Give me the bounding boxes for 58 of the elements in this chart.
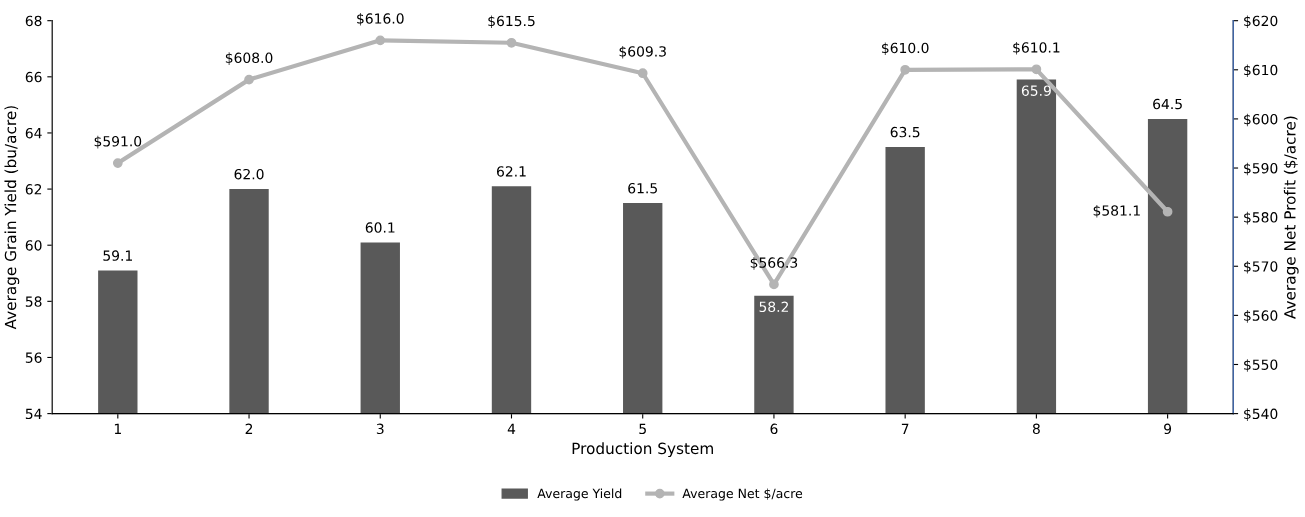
y2-tick-label: $570 — [1244, 260, 1278, 274]
y2-tick-label: $600 — [1244, 113, 1278, 127]
x-tick-label: 4 — [507, 423, 516, 434]
x-tick-label: 9 — [1164, 423, 1172, 435]
y2-tick-label: $560 — [1244, 310, 1278, 323]
data-label: $608.0 — [225, 52, 273, 65]
data-label: 59.1 — [103, 250, 132, 261]
point — [506, 37, 517, 48]
data-label: $591.0 — [94, 135, 142, 149]
y-tick-label: 62 — [25, 184, 42, 195]
y-tick-label: 54 — [25, 408, 42, 420]
x-axis-title: Production System — [572, 442, 713, 458]
y-tick-label: 64 — [25, 127, 42, 139]
y-tick-label: 58 — [25, 296, 42, 307]
data-label: $616.0 — [357, 13, 404, 26]
y2-tick-label: $540 — [1244, 408, 1278, 421]
data-label: $566.3 — [750, 257, 798, 270]
data-label: 61.5 — [628, 182, 657, 194]
y-tick-label: 66 — [25, 71, 42, 83]
y2-tick-label: $590 — [1244, 162, 1278, 176]
y-tick-label: 60 — [25, 240, 42, 251]
point — [900, 64, 911, 75]
data-label: $610.1 — [1013, 41, 1060, 55]
y-tick-label: 68 — [25, 15, 42, 27]
y2-tick-label: $580 — [1244, 211, 1278, 225]
legend-label: Average Yield — [537, 488, 622, 501]
point — [112, 158, 123, 168]
x-tick-label: 5 — [639, 423, 646, 435]
data-label: 65.9 — [1021, 85, 1051, 96]
data-label: $615.5 — [488, 15, 535, 29]
data-label: 63.5 — [890, 126, 920, 138]
point — [1031, 64, 1042, 75]
y-tick-label: 56 — [25, 352, 42, 363]
x-tick-label: 2 — [245, 423, 253, 434]
x-tick-label: 3 — [376, 423, 384, 435]
y2-tick-label: $620 — [1244, 15, 1278, 28]
y2-tick-label: $550 — [1244, 359, 1278, 372]
data-label: 62.1 — [497, 166, 526, 177]
point — [1162, 206, 1173, 217]
x-tick-label: 8 — [1032, 423, 1040, 435]
point — [769, 279, 779, 290]
data-label: 58.2 — [759, 301, 789, 313]
point — [375, 35, 386, 46]
data-label: $581.1 — [1093, 205, 1140, 218]
data-label: $610.0 — [882, 42, 929, 56]
data-label: 60.1 — [365, 222, 395, 233]
data-label: 64.5 — [1153, 98, 1182, 110]
point — [637, 68, 648, 79]
data-label: 62.0 — [234, 168, 264, 180]
legend-label: Average Net $/acre — [682, 488, 803, 501]
data-label: $609.3 — [619, 45, 666, 59]
x-tick-label: 6 — [770, 423, 778, 435]
y2-tick-label: $610 — [1244, 64, 1278, 78]
point — [244, 74, 254, 85]
y-axis-title: Average Grain Yield (bu/acre) — [4, 106, 20, 330]
y2-axis-title: Average Net Profit ($/acre) — [1283, 116, 1299, 319]
x-tick-label: 7 — [901, 423, 909, 434]
x-tick-label: 1 — [114, 423, 121, 434]
